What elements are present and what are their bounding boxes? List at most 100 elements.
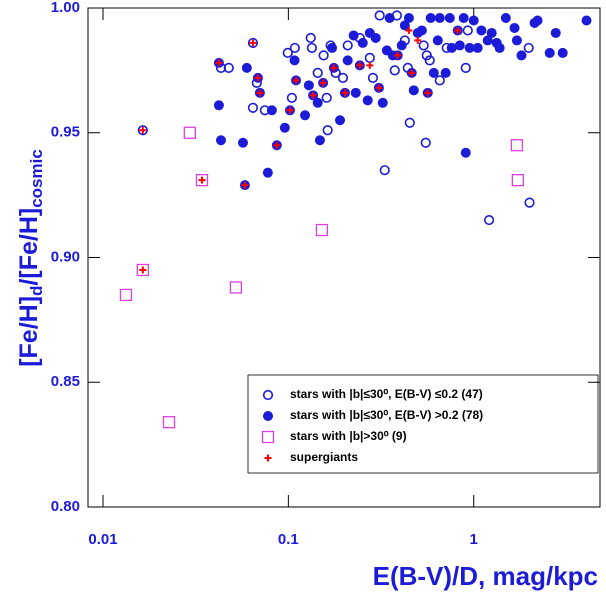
data-point xyxy=(303,80,314,91)
data-point xyxy=(432,35,443,46)
data-point xyxy=(312,67,323,78)
data-point xyxy=(420,137,431,148)
legend-label: stars with |b|≤30⁰, E(B-V) >0.2 (78) xyxy=(290,408,483,422)
data-point xyxy=(425,12,436,23)
data-point xyxy=(292,76,300,84)
data-point xyxy=(335,115,346,126)
data-point xyxy=(162,416,176,429)
data-point xyxy=(321,92,332,103)
data-point xyxy=(399,20,410,31)
y-tick-label: 0.85 xyxy=(51,373,80,390)
data-point xyxy=(348,30,359,41)
y-tick-label: 0.90 xyxy=(51,248,80,265)
data-point xyxy=(405,26,413,34)
data-point xyxy=(314,135,325,146)
x-axis-label: E(B-V)/D, mag/kpc xyxy=(373,561,598,591)
data-point xyxy=(434,12,445,23)
data-point xyxy=(418,40,429,51)
legend-marker xyxy=(264,454,272,462)
data-point xyxy=(327,42,338,53)
data-point xyxy=(384,12,395,23)
data-point xyxy=(362,95,373,106)
data-point xyxy=(322,125,333,136)
data-point xyxy=(223,62,234,73)
y-tick-label: 1.00 xyxy=(51,0,80,16)
data-point xyxy=(434,75,445,86)
data-point xyxy=(350,87,361,98)
data-point xyxy=(482,35,493,46)
data-point xyxy=(312,97,323,108)
data-point xyxy=(374,10,385,21)
data-point xyxy=(421,50,432,61)
data-point xyxy=(486,27,497,38)
data-point xyxy=(440,67,451,78)
data-point xyxy=(379,165,390,176)
data-point xyxy=(460,62,471,73)
data-point xyxy=(394,51,402,59)
y-label-part: /[Fe/H] xyxy=(15,208,43,286)
data-point xyxy=(119,288,133,302)
data-point xyxy=(523,42,534,54)
data-point xyxy=(137,125,148,136)
legend-marker xyxy=(263,411,273,421)
data-point xyxy=(195,174,209,187)
data-point xyxy=(286,106,294,114)
data-point xyxy=(454,40,465,51)
data-point xyxy=(319,79,327,87)
data-point xyxy=(396,40,407,51)
data-point xyxy=(305,32,316,44)
data-point xyxy=(424,55,435,66)
data-point xyxy=(464,42,475,53)
data-point xyxy=(428,67,439,78)
legend-marker xyxy=(262,389,274,401)
data-point xyxy=(500,12,511,23)
data-point xyxy=(581,15,592,26)
y-tick-label: 0.80 xyxy=(51,498,80,515)
data-point xyxy=(213,100,224,111)
legend-label: supergiants xyxy=(290,450,358,464)
data-point xyxy=(247,102,259,113)
data-point xyxy=(377,97,388,108)
data-point xyxy=(183,126,196,139)
data-point xyxy=(229,281,243,294)
data-point xyxy=(403,12,414,23)
y-tick-label: 0.95 xyxy=(51,124,80,141)
legend-label: stars with |b|>30⁰ (9) xyxy=(290,429,407,443)
data-point xyxy=(364,52,375,64)
data-point xyxy=(341,89,349,97)
data-point xyxy=(494,42,505,53)
data-point xyxy=(366,61,374,69)
legend-marker xyxy=(261,430,275,444)
data-point xyxy=(306,42,318,54)
data-point xyxy=(136,263,149,277)
data-point xyxy=(266,105,277,116)
data-point xyxy=(510,139,524,152)
data-point xyxy=(315,223,329,237)
data-point xyxy=(342,40,353,51)
data-point xyxy=(524,197,535,208)
data-point xyxy=(454,26,462,34)
legend-box xyxy=(247,374,599,474)
data-point xyxy=(367,72,379,83)
data-point xyxy=(215,135,226,146)
data-point xyxy=(416,25,427,36)
data-point xyxy=(511,174,524,187)
data-point xyxy=(247,37,259,49)
data-point xyxy=(241,62,252,73)
data-point xyxy=(342,55,353,66)
x-tick-label: 0.1 xyxy=(278,531,299,548)
data-point xyxy=(408,69,416,77)
x-tick-label: 1 xyxy=(470,531,478,548)
data-point xyxy=(375,84,383,92)
data-point xyxy=(198,176,206,184)
data-point xyxy=(282,47,293,59)
data-point xyxy=(273,141,281,149)
data-point xyxy=(279,122,290,133)
data-point xyxy=(404,117,415,128)
data-point xyxy=(256,89,264,97)
data-point xyxy=(139,266,147,274)
data-point xyxy=(139,126,147,134)
data-point xyxy=(309,91,317,99)
data-point xyxy=(254,74,262,82)
